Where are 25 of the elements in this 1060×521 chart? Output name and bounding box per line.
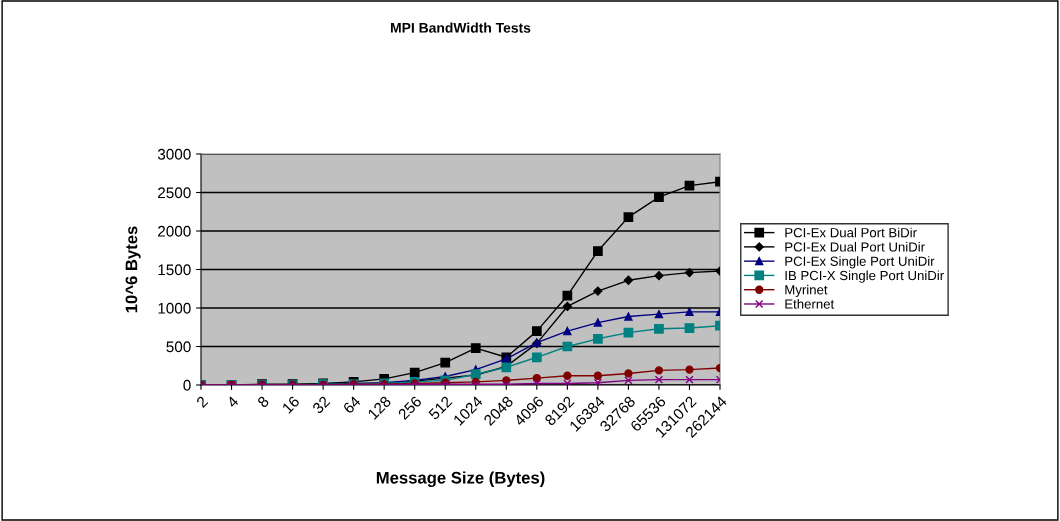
x-tick-label: 16 [281, 395, 301, 414]
x-tick-label: 2 [195, 395, 209, 409]
x-tick-label: 4 [226, 395, 240, 409]
y-tick-label: 2000 [158, 225, 191, 237]
y-axis-title: 10^6 Bytes [125, 226, 141, 313]
chart-title: MPI BandWidth Tests [391, 22, 531, 33]
x-tick-label: 512 [427, 395, 453, 421]
legend-label: Myrinet [785, 284, 828, 298]
x-axis-title: Message Size (Bytes) [376, 471, 545, 487]
x-tick-label: 64 [342, 395, 362, 415]
y-tick-label: 1500 [158, 264, 191, 276]
legend-label: Ethernet [785, 299, 835, 309]
x-tick-label: 256 [397, 395, 423, 421]
legend-label: IB PCI-X Single Port UniDir [785, 270, 944, 283]
legend-label: PCI-Ex Dual Port BiDir [785, 227, 917, 238]
y-tick-label: 3000 [157, 148, 191, 160]
y-tick-label: 1000 [158, 302, 191, 314]
y-tick-label: 2500 [158, 187, 191, 199]
y-tick-label: 0 [183, 379, 191, 391]
legend-label: PCI-Ex Dual Port UniDir [785, 241, 925, 252]
legend-label: PCI-Ex Single Port UniDir [785, 256, 935, 269]
x-tick-label: 8 [256, 395, 270, 409]
y-tick-label: 500 [166, 341, 191, 353]
x-tick-label: 32 [311, 395, 331, 415]
x-tick-label: 128 [367, 395, 392, 420]
